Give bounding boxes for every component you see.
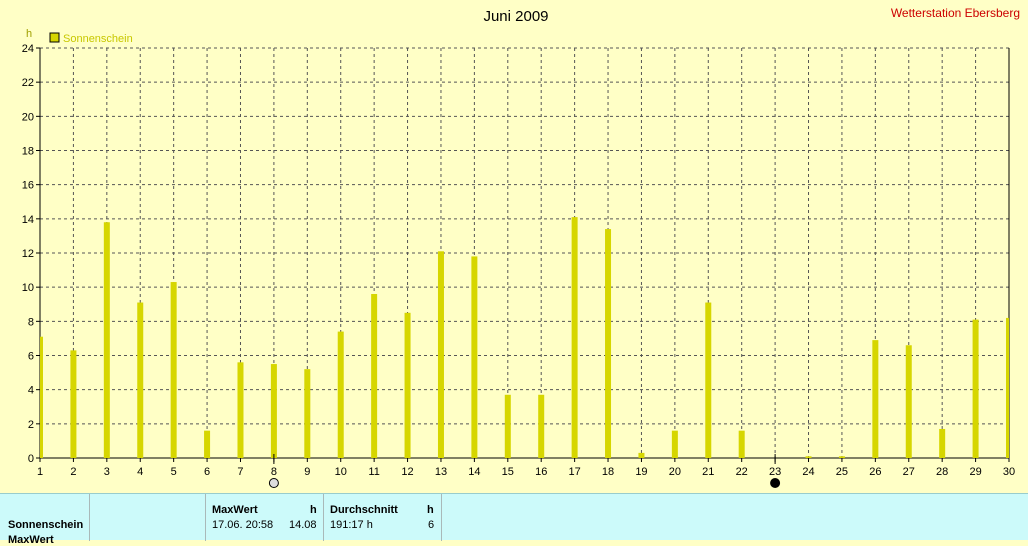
sunshine-chart: Juni 2009 Wetterstation Ebersberg h Sonn… — [22, 6, 1020, 488]
footer-row-label-2: MaxWert — [8, 534, 54, 546]
sunshine-bar — [538, 394, 545, 458]
y-tick-label: 4 — [28, 385, 34, 397]
sunshine-bar — [972, 319, 979, 458]
x-tick-label: 20 — [669, 466, 681, 478]
x-tick-label: 26 — [869, 466, 881, 478]
x-tick-label: 8 — [271, 466, 277, 478]
sunshine-bar — [404, 312, 411, 458]
y-tick-label: 6 — [28, 351, 34, 363]
y-tick-label: 18 — [22, 146, 34, 158]
chart-title: Juni 2009 — [483, 8, 548, 25]
y-tick-label: 0 — [28, 453, 34, 465]
y-tick-label: 12 — [22, 248, 34, 260]
avg-total: 191:17 h — [330, 519, 373, 531]
x-tick-label: 28 — [936, 466, 948, 478]
sunshine-bar — [70, 350, 77, 458]
footer-row-label: Sonnenschein — [8, 519, 84, 531]
avg-value: 6 — [428, 519, 435, 531]
y-tick-label: 24 — [22, 43, 34, 55]
sunshine-bar — [738, 430, 745, 458]
sunshine-bar — [1006, 317, 1009, 458]
x-tick-label: 6 — [204, 466, 210, 478]
sunshine-bar — [103, 222, 110, 458]
x-tick-label: 27 — [903, 466, 915, 478]
sunshine-bar — [270, 364, 277, 458]
footer-max-cell: MaxWert h 17.06. 20:58 14.08 — [206, 494, 324, 541]
sunshine-bar — [671, 430, 678, 458]
sunshine-bar — [371, 294, 378, 458]
sunshine-bar — [872, 340, 879, 458]
x-tick-label: 24 — [802, 466, 814, 478]
sunshine-bar — [504, 394, 511, 458]
x-tick-label: 14 — [468, 466, 480, 478]
sunshine-bar — [137, 302, 144, 458]
footer-empty-cell — [90, 494, 206, 541]
x-tick-label: 25 — [836, 466, 848, 478]
sunshine-bar — [337, 331, 344, 458]
y-tick-label: 20 — [22, 111, 34, 123]
y-tick-label: 22 — [22, 77, 34, 89]
x-tick-label: 7 — [237, 466, 243, 478]
y-tick-label: 10 — [22, 282, 34, 294]
sunshine-bar — [237, 362, 244, 458]
x-tick-label: 22 — [736, 466, 748, 478]
avg-unit: h — [427, 504, 434, 516]
sunshine-bar — [638, 452, 645, 458]
x-tick-label: 19 — [635, 466, 647, 478]
sunshine-bar — [805, 456, 812, 458]
avg-header: Durchschnitt — [330, 504, 398, 516]
max-time: 17.06. 20:58 — [212, 519, 274, 531]
sunshine-bar — [471, 256, 478, 458]
sunshine-bar — [939, 428, 946, 458]
x-tick-label: 2 — [70, 466, 76, 478]
x-tick-label: 5 — [171, 466, 177, 478]
x-tick-label: 1 — [37, 466, 43, 478]
y-tick-label: 14 — [22, 214, 34, 226]
footer-avg-cell: Durchschnitt h 191:17 h 6 — [324, 494, 442, 541]
x-tick-label: 13 — [435, 466, 447, 478]
x-tick-label: 12 — [401, 466, 413, 478]
x-tick-label: 3 — [104, 466, 110, 478]
new-moon-icon — [770, 478, 781, 488]
sunshine-bar — [905, 345, 912, 458]
y-tick-label: 16 — [22, 180, 34, 192]
max-header: MaxWert — [212, 504, 258, 516]
sunshine-bar — [571, 217, 578, 458]
x-tick-label: 21 — [702, 466, 714, 478]
legend-label: Sonnenschein — [63, 33, 133, 45]
x-tick-label: 17 — [568, 466, 580, 478]
x-tick-label: 10 — [335, 466, 347, 478]
x-tick-label: 11 — [368, 466, 379, 478]
sunshine-bar — [204, 430, 211, 458]
x-tick-label: 16 — [535, 466, 547, 478]
y-axis-unit: h — [26, 28, 32, 40]
x-tick-label: 29 — [969, 466, 981, 478]
sunshine-bar — [170, 282, 177, 458]
sunshine-bar — [605, 229, 612, 458]
max-value: 14.08 — [289, 519, 317, 531]
x-tick-label: 23 — [769, 466, 781, 478]
x-tick-label: 9 — [304, 466, 310, 478]
station-name: Wetterstation Ebersberg — [891, 6, 1020, 20]
legend-swatch — [49, 32, 60, 43]
sunshine-bar — [40, 336, 43, 458]
y-tick-label: 2 — [28, 419, 34, 431]
full-moon-icon — [268, 478, 279, 488]
sunshine-bar — [838, 456, 845, 458]
x-tick-label: 30 — [1003, 466, 1015, 478]
y-tick-label: 8 — [28, 316, 34, 328]
footer-label-cell: Sonnenschein MaxWert — [0, 494, 90, 546]
x-tick-label: 4 — [137, 466, 143, 478]
sunshine-bar — [437, 251, 444, 458]
max-unit: h — [310, 504, 317, 516]
x-tick-label: 15 — [502, 466, 514, 478]
sunshine-bar — [304, 369, 311, 458]
x-tick-label: 18 — [602, 466, 614, 478]
sunshine-bar — [705, 302, 712, 458]
statistics-footer: Sonnenschein MaxWert MaxWert h 17.06. 20… — [0, 493, 1028, 546]
